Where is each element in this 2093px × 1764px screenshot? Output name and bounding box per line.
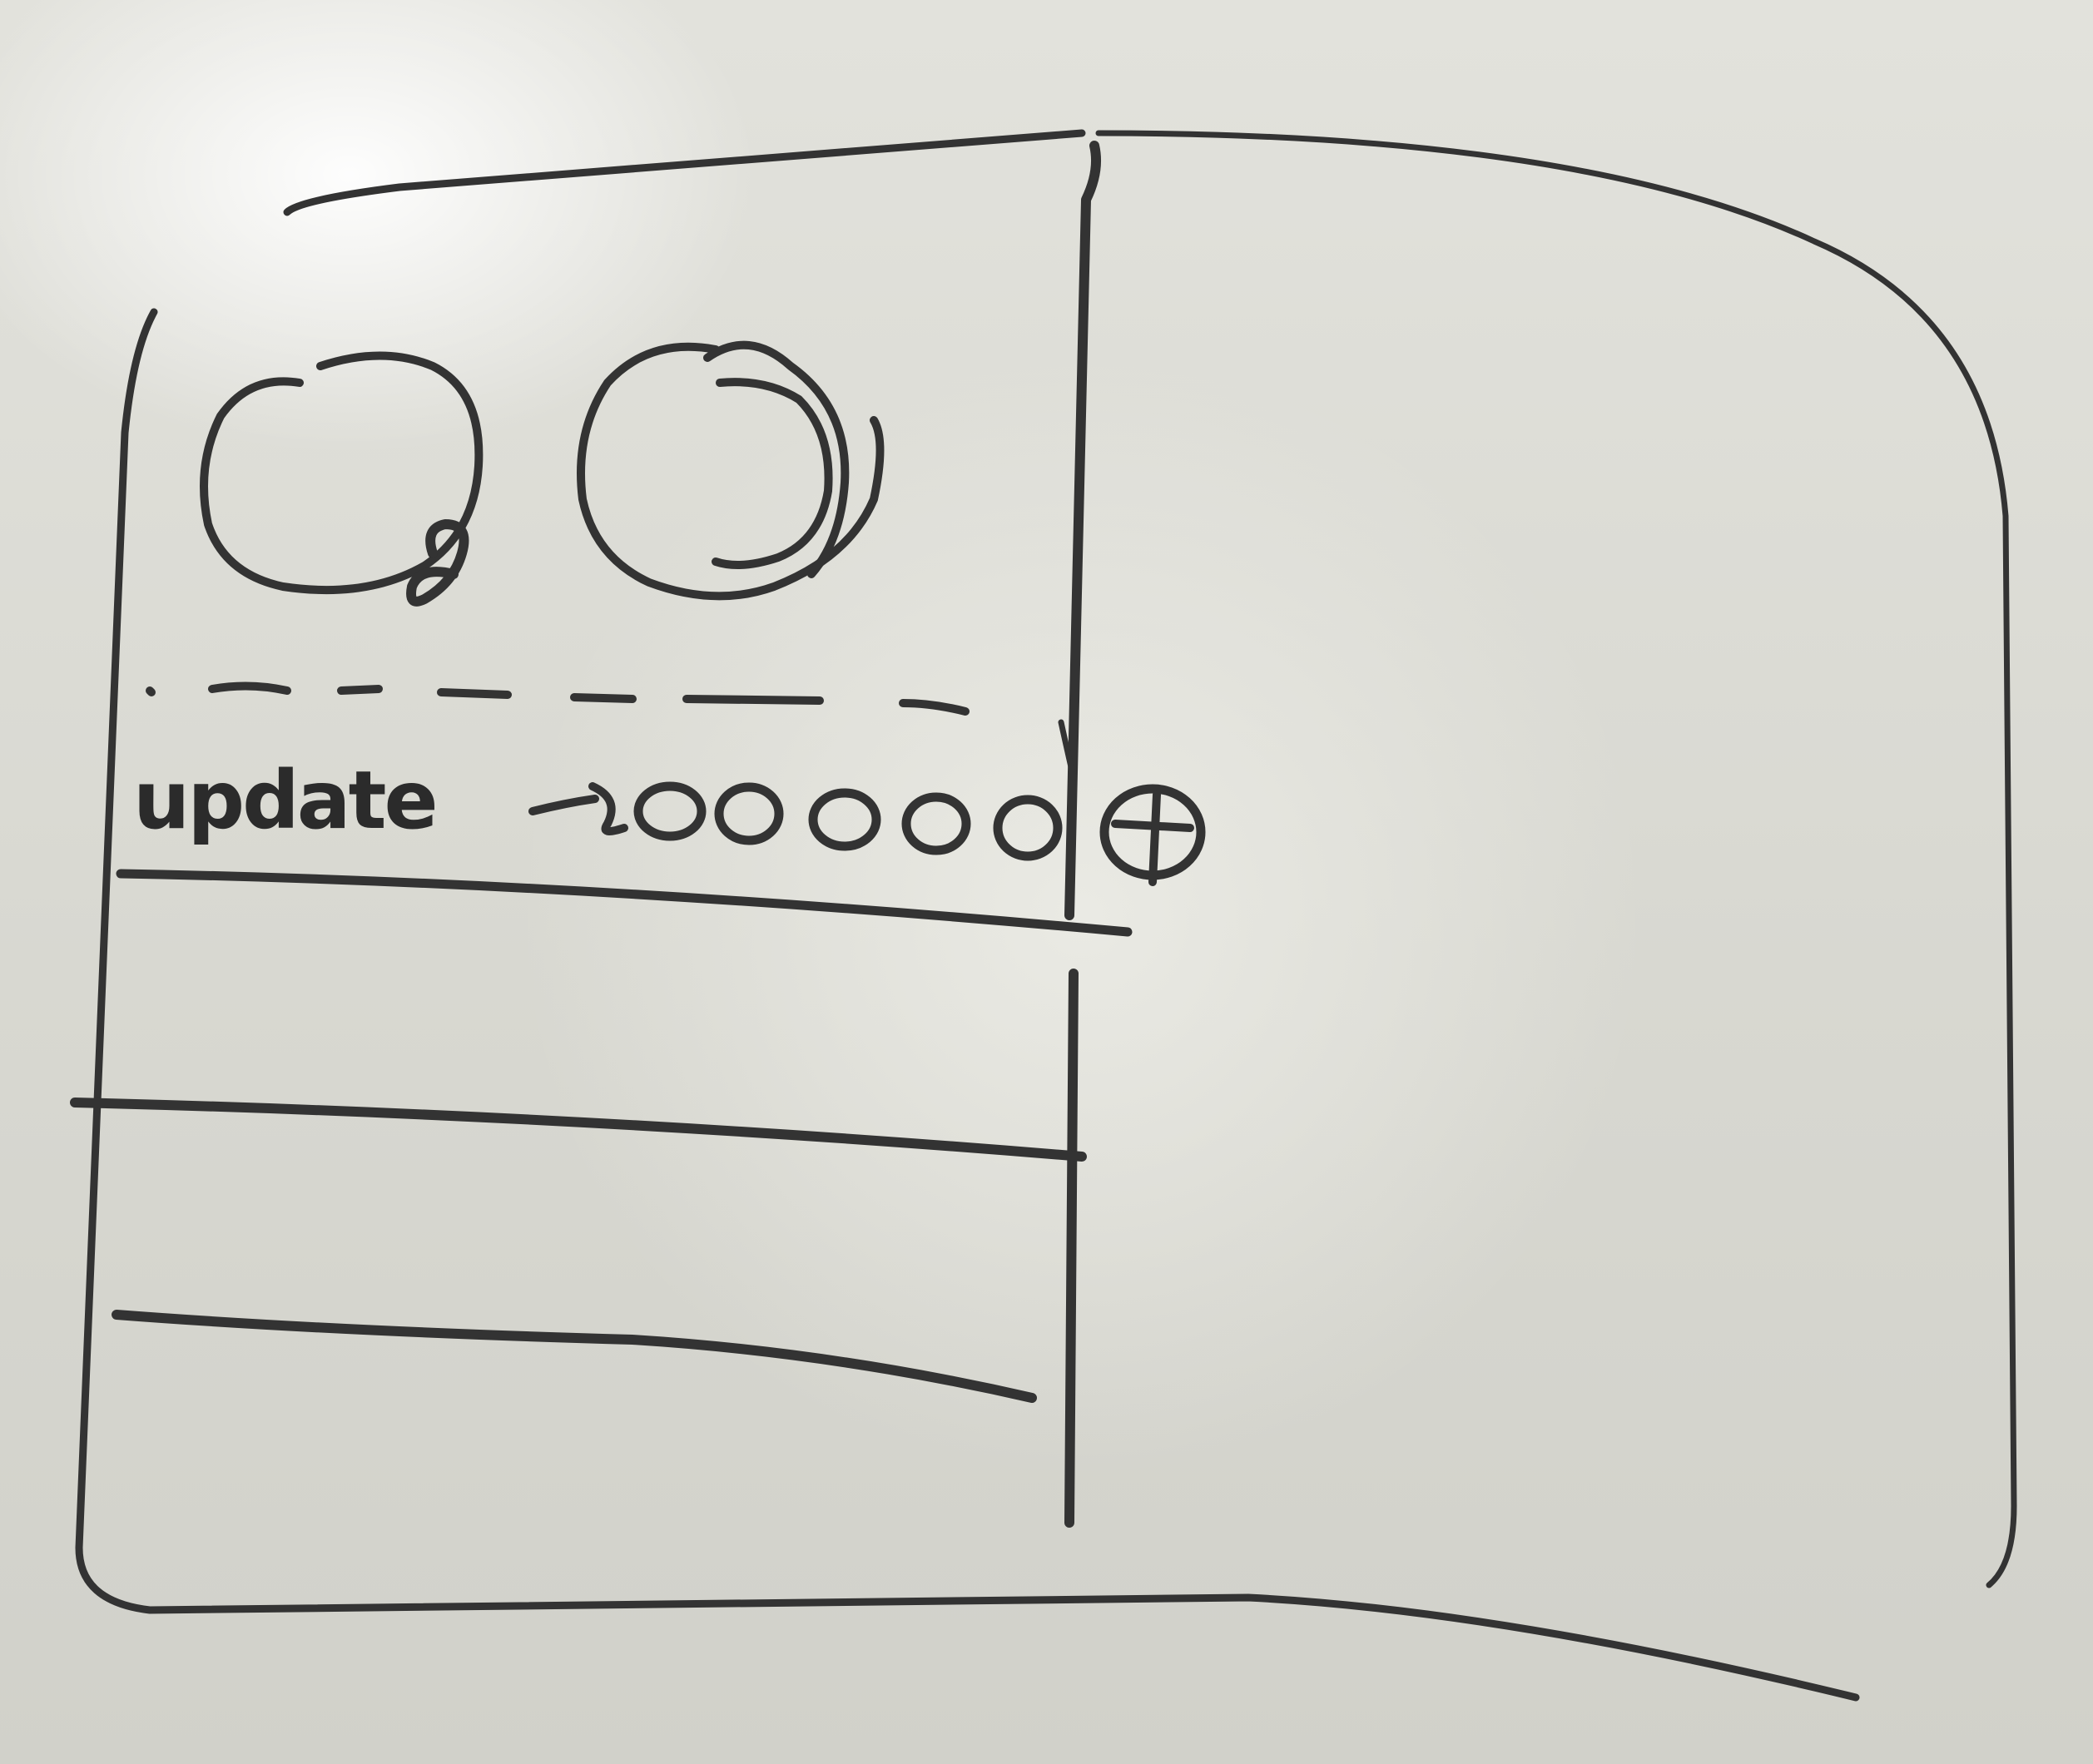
arrow-icon [528, 782, 628, 835]
dot-4 [901, 792, 971, 855]
row-divider-1 [116, 869, 1133, 937]
update-label: update [133, 754, 436, 847]
dot-1 [633, 781, 707, 841]
window-frame [75, 129, 2017, 1702]
update-row: update [133, 754, 1206, 886]
progress-dots [633, 781, 1063, 861]
row-divider-3 [112, 1310, 1037, 1403]
refresh-icon[interactable] [577, 340, 885, 601]
avatar-placeholder[interactable] [200, 351, 484, 607]
right-panel [1090, 158, 1989, 1573]
dot-5 [993, 795, 1063, 861]
panel-divider [1058, 141, 1101, 1528]
add-circle-icon[interactable] [1099, 784, 1206, 886]
row-separators [70, 869, 1133, 1403]
dot-3 [808, 788, 881, 851]
dot-2 [714, 782, 784, 845]
row-divider-2 [70, 1098, 1087, 1162]
dashed-separator [146, 681, 970, 716]
